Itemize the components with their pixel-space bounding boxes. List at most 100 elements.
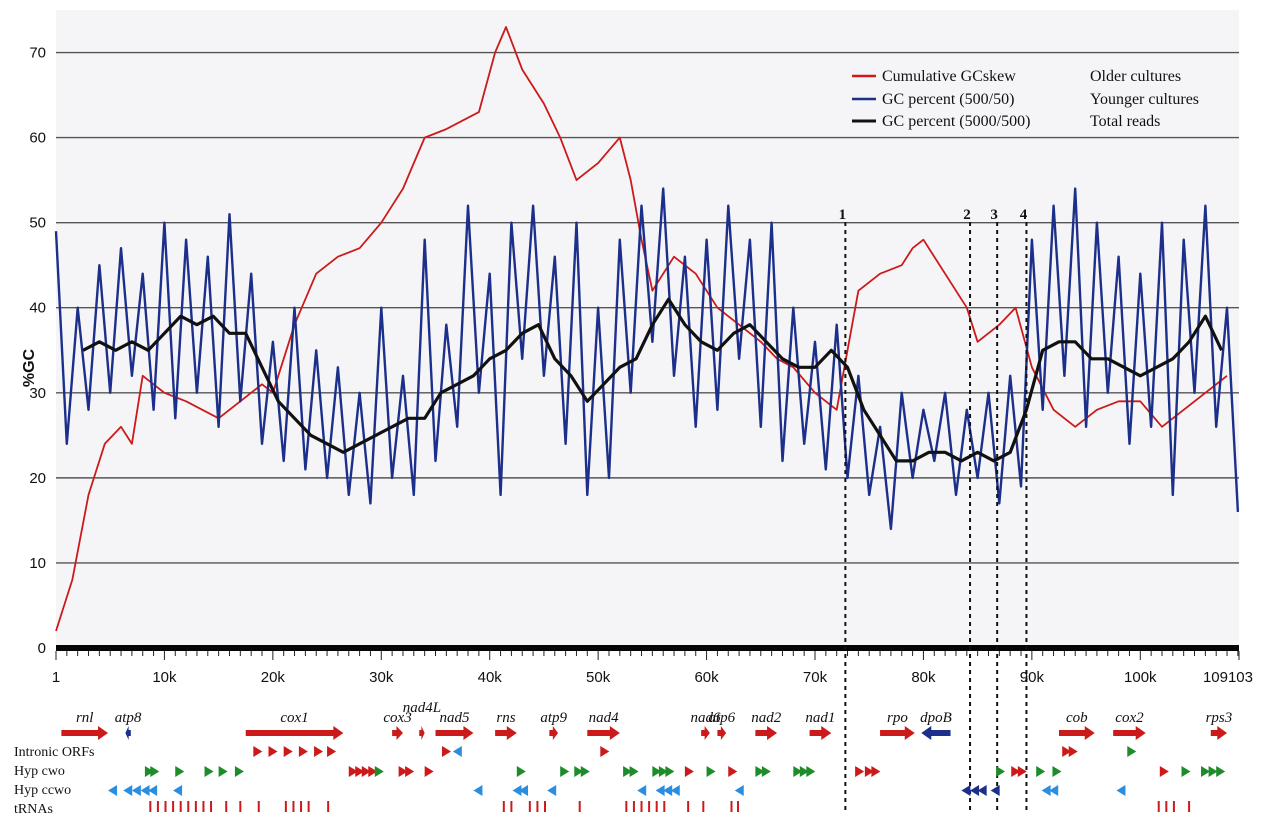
- site-label: 2: [963, 207, 971, 223]
- plot-background: [56, 10, 1239, 650]
- hyp-cwo-marker: [652, 766, 662, 777]
- gene-label: rns: [496, 710, 515, 726]
- series-line-3: [82, 297, 1224, 463]
- hyp-ccwo-marker: [970, 785, 980, 796]
- intronic-orf-marker: [298, 746, 308, 757]
- intronic-orf-marker: [1062, 746, 1072, 757]
- legend: Cumulative GCskew Older cultures GC perc…: [852, 68, 1199, 130]
- y-tick-label: 20: [29, 470, 46, 487]
- hyp-cwo-marker: [684, 766, 694, 777]
- intronic-orf-marker: [442, 746, 452, 757]
- legend-note-younger: Younger cultures: [1090, 91, 1199, 108]
- hyp-cwo-marker: [1159, 766, 1169, 777]
- gene-tracks: Intronic ORFs Hyp cwo Hyp ccwo tRNAs rnl…: [14, 700, 1232, 817]
- hyp-cwo-marker: [424, 766, 434, 777]
- hyp-cwo-marker: [1017, 766, 1027, 777]
- y-tick-label: 50: [29, 215, 46, 232]
- intronic-orf-marker: [268, 746, 278, 757]
- gene-label: nad5: [439, 710, 470, 726]
- gene-arrow: [587, 726, 620, 740]
- x-tick-label: 109103: [1203, 669, 1253, 686]
- intronic-orf-marker: [1127, 746, 1137, 757]
- site-label: 3: [990, 207, 998, 223]
- gene-label: atp9: [540, 710, 567, 726]
- site-label: 1: [839, 207, 847, 223]
- gene-label: nad4L: [403, 700, 441, 716]
- hyp-cwo-marker: [665, 766, 675, 777]
- intronic-orf-marker: [327, 746, 337, 757]
- hyp-cwo-marker: [1036, 766, 1046, 777]
- hyp-cwo-marker: [405, 766, 415, 777]
- series-line-2: [54, 187, 1240, 531]
- hyp-ccwo-marker: [977, 785, 987, 796]
- hyp-ccwo-marker: [108, 785, 118, 796]
- hyp-ccwo-marker: [663, 785, 673, 796]
- gene-arrow: [549, 726, 559, 740]
- x-tick-label: 10k: [152, 669, 177, 686]
- gene-arrow: [1113, 726, 1146, 740]
- hyp-cwo-marker: [234, 766, 244, 777]
- hyp-ccwo-marker: [173, 785, 183, 796]
- hyp-ccwo-marker: [547, 785, 557, 796]
- hyp-cwo-marker: [1181, 766, 1191, 777]
- legend-label-gc5000: GC percent (5000/500): [882, 113, 1030, 130]
- hyp-ccwo-marker: [123, 785, 133, 796]
- hyp-cwo-marker: [398, 766, 408, 777]
- x-tick-label: 80k: [911, 669, 936, 686]
- y-tick-label: 60: [29, 130, 46, 147]
- x-tick-label: 50k: [586, 669, 611, 686]
- gene-arrow: [419, 726, 425, 740]
- hyp-cwo-marker: [871, 766, 881, 777]
- series-layer: [54, 26, 1240, 632]
- hyp-cwo-marker: [204, 766, 214, 777]
- gene-label: atp6: [708, 710, 735, 726]
- gene-label: dpoB: [920, 710, 952, 726]
- legend-label-gcskew: Cumulative GCskew: [882, 68, 1016, 85]
- gene-arrow: [1210, 726, 1228, 740]
- hyp-cwo-marker: [806, 766, 816, 777]
- hyp-cwo-marker: [728, 766, 738, 777]
- intronic-orf-marker: [253, 746, 263, 757]
- hyp-ccwo-marker: [1116, 785, 1126, 796]
- hyp-cwo-marker: [374, 766, 384, 777]
- hyp-cwo-marker: [580, 766, 590, 777]
- hyp-cwo-marker: [706, 766, 716, 777]
- gene-arrow: [125, 726, 131, 740]
- y-tick-label: 10: [29, 555, 46, 572]
- hyp-cwo-marker: [761, 766, 771, 777]
- hyp-cwo-marker: [516, 766, 526, 777]
- intronic-orf-marker: [1068, 746, 1078, 757]
- hyp-cwo-marker: [1052, 766, 1062, 777]
- hyp-ccwo-marker: [518, 785, 528, 796]
- hyp-ccwo-marker: [131, 785, 141, 796]
- hyp-ccwo-marker: [637, 785, 647, 796]
- x-tick-label: 40k: [478, 669, 503, 686]
- hyp-cwo-marker: [1216, 766, 1226, 777]
- intronic-orf-marker: [314, 746, 324, 757]
- gene-label: cox3: [383, 710, 411, 726]
- gene-label: nad6: [690, 710, 721, 726]
- gene-label: cob: [1066, 710, 1088, 726]
- intronic-orf-marker: [600, 746, 610, 757]
- gene-arrow: [1058, 726, 1095, 740]
- hyp-ccwo-marker: [734, 785, 744, 796]
- hyp-cwo-marker: [855, 766, 865, 777]
- hyp-cwo-marker: [1011, 766, 1021, 777]
- hyp-cwo-marker: [560, 766, 570, 777]
- x-tick-label: 60k: [694, 669, 719, 686]
- track-label-hyp-cwo: Hyp cwo: [14, 764, 65, 779]
- track-label-hyp-ccwo: Hyp ccwo: [14, 783, 71, 798]
- y-tick-label: 30: [29, 385, 46, 402]
- hyp-cwo-marker: [629, 766, 639, 777]
- hyp-ccwo-marker: [1049, 785, 1059, 796]
- gene-arrow: [495, 726, 517, 740]
- x-tick-label: 20k: [261, 669, 286, 686]
- series-line-1: [55, 26, 1228, 632]
- hyp-cwo-marker: [368, 766, 378, 777]
- legend-note-total: Total reads: [1090, 113, 1160, 130]
- hyp-cwo-marker: [1201, 766, 1211, 777]
- hyp-ccwo-marker: [655, 785, 665, 796]
- hyp-cwo-marker: [218, 766, 228, 777]
- hyp-ccwo-marker: [1041, 785, 1051, 796]
- gene-arrow: [245, 726, 344, 740]
